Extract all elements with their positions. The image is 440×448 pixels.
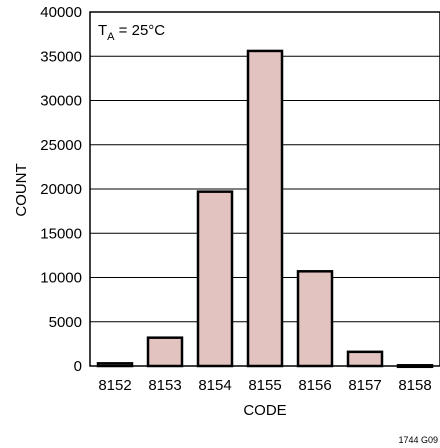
x-tick-label: 8154 xyxy=(198,377,231,394)
bar-8157 xyxy=(346,350,384,368)
x-axis-title: CODE xyxy=(243,402,286,419)
x-tick-label: 8157 xyxy=(348,377,381,394)
annotation-suffix: = 25°C xyxy=(115,22,166,39)
figure-id: 1744 G09 xyxy=(398,435,438,445)
y-tick-label: 0 xyxy=(74,358,82,375)
y-tick-labels: 0 5000 10000 15000 20000 25000 30000 35000 40000 xyxy=(40,4,82,375)
annotation-prefix: T xyxy=(98,22,107,39)
bar-8153 xyxy=(146,336,184,368)
y-tick-label: 20000 xyxy=(40,181,82,198)
annotation-subscript: A xyxy=(107,31,115,43)
bar-8152 xyxy=(96,362,134,368)
x-tick-labels: 8152 8153 8154 8155 8156 8157 8158 xyxy=(98,377,431,394)
y-axis-title: COUNT xyxy=(13,163,30,216)
y-tick-label: 15000 xyxy=(40,225,82,242)
bar-8156 xyxy=(296,270,334,368)
x-tick-label: 8156 xyxy=(298,377,331,394)
temperature-annotation: TA = 25°C xyxy=(98,22,165,43)
bars xyxy=(96,49,434,369)
y-tick-label: 25000 xyxy=(40,137,82,154)
x-tick-label: 8152 xyxy=(98,377,131,394)
y-tick-label: 10000 xyxy=(40,270,82,287)
bar-8154 xyxy=(196,190,234,368)
y-tick-label: 5000 xyxy=(49,314,82,331)
bar-8155 xyxy=(246,49,284,368)
x-tick-label: 8153 xyxy=(148,377,181,394)
bar-8158 xyxy=(396,364,434,369)
y-tick-label: 35000 xyxy=(40,48,82,65)
x-tick-label: 8155 xyxy=(248,377,281,394)
y-tick-label: 30000 xyxy=(40,93,82,110)
x-tick-label: 8158 xyxy=(398,377,431,394)
y-tick-label: 40000 xyxy=(40,4,82,21)
